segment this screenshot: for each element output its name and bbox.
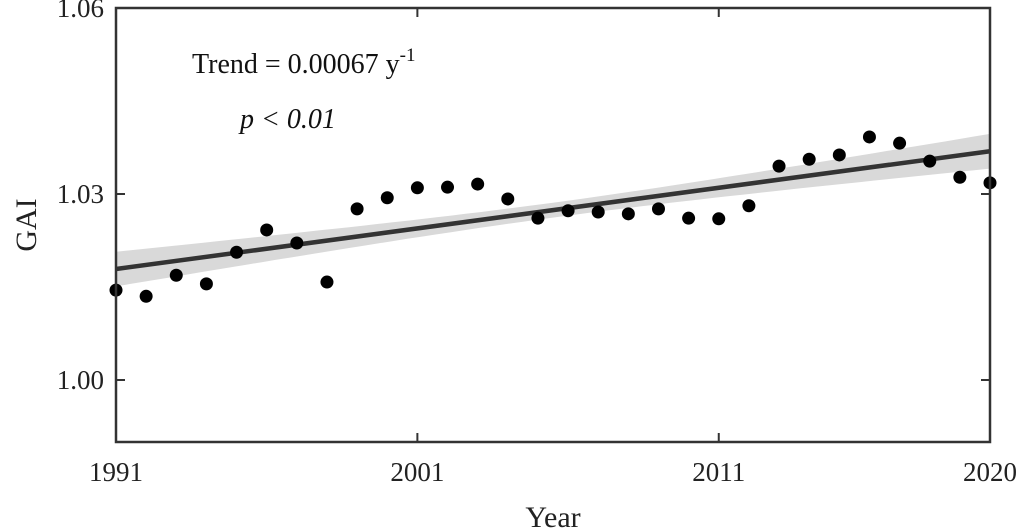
- data-point: [501, 192, 515, 206]
- x-tick-label: 2001: [390, 457, 444, 487]
- plot-area: [116, 8, 990, 442]
- data-point: [531, 211, 545, 225]
- y-tick-label: 1.00: [57, 365, 104, 395]
- data-point: [651, 202, 665, 216]
- data-point: [471, 177, 485, 191]
- data-point: [199, 277, 213, 291]
- data-point: [923, 154, 937, 168]
- data-point: [260, 223, 274, 237]
- data-point: [169, 268, 183, 282]
- data-point: [320, 275, 334, 289]
- data-point: [410, 181, 424, 195]
- data-point: [380, 191, 394, 205]
- trend-exponent: -1: [400, 45, 416, 66]
- data-point: [230, 245, 244, 259]
- data-point: [621, 207, 635, 221]
- y-tick-label: 1.03: [57, 179, 104, 209]
- data-point: [682, 211, 696, 225]
- data-point: [802, 152, 816, 166]
- y-axis-label: GAI: [10, 198, 43, 251]
- data-point: [290, 236, 304, 250]
- data-point: [832, 148, 846, 162]
- trend-text: Trend = 0.00067 y: [192, 49, 400, 80]
- data-point: [742, 199, 756, 213]
- data-point: [350, 202, 364, 216]
- x-tick-label: 2011: [692, 457, 745, 487]
- trend-annotation: Trend = 0.00067 y-1: [192, 45, 416, 80]
- y-tick-label: 1.06: [57, 0, 104, 23]
- data-point: [591, 205, 605, 219]
- x-tick-label: 1991: [89, 457, 143, 487]
- data-point: [862, 130, 876, 144]
- axes-box: [114, 6, 992, 444]
- p-value-annotation: p < 0.01: [238, 104, 336, 135]
- data-point: [953, 170, 967, 184]
- trend-line: [115, 148, 991, 272]
- x-tick-label: 2020: [963, 457, 1017, 487]
- y-ticks: 1.00 1.03 1.06: [57, 0, 990, 395]
- x-ticks: 1991 2001 2011 2020: [89, 8, 1017, 487]
- data-point: [441, 180, 455, 194]
- data-point: [772, 159, 786, 173]
- x-axis-label: Year: [525, 501, 580, 531]
- data-point: [561, 204, 575, 218]
- data-point: [139, 289, 153, 303]
- data-point: [893, 136, 907, 150]
- data-point: [712, 212, 726, 226]
